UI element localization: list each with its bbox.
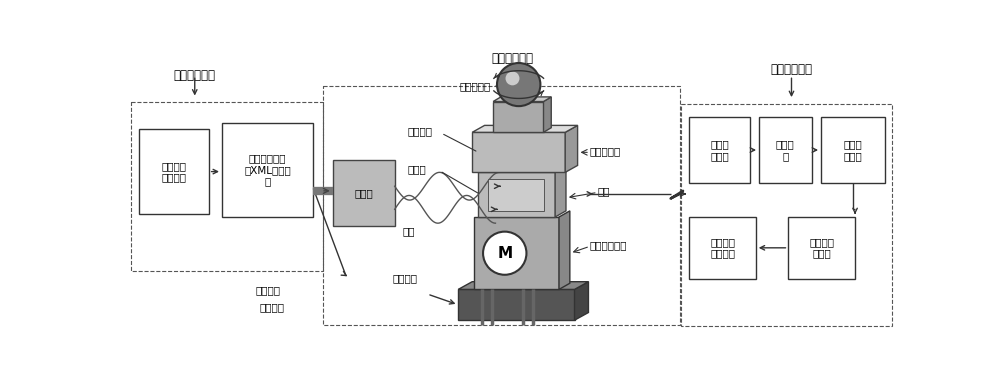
Text: 驱动器: 驱动器 bbox=[354, 188, 373, 198]
Text: 可扩展标记语
言XML处理模
块: 可扩展标记语 言XML处理模 块 bbox=[244, 154, 291, 187]
Bar bbox=[493, 101, 544, 132]
Text: 基带信号
选取模块: 基带信号 选取模块 bbox=[710, 237, 735, 258]
Polygon shape bbox=[472, 126, 578, 132]
Bar bbox=[488, 179, 544, 211]
Circle shape bbox=[506, 71, 519, 85]
Bar bbox=[478, 172, 555, 217]
Text: 导线: 导线 bbox=[402, 226, 415, 236]
Text: 高速伺服电机: 高速伺服电机 bbox=[590, 240, 628, 250]
Polygon shape bbox=[565, 126, 578, 172]
Text: 网络线缆: 网络线缆 bbox=[260, 302, 285, 312]
Text: M: M bbox=[497, 246, 512, 261]
Text: 信号接收单元: 信号接收单元 bbox=[770, 63, 812, 76]
Polygon shape bbox=[544, 97, 551, 132]
Polygon shape bbox=[574, 282, 588, 320]
Bar bbox=[689, 117, 750, 183]
Polygon shape bbox=[493, 97, 551, 101]
Text: 滤波模
块: 滤波模 块 bbox=[776, 139, 795, 161]
Bar bbox=[689, 217, 756, 279]
Bar bbox=[788, 217, 855, 279]
Bar bbox=[323, 86, 680, 325]
Bar bbox=[474, 217, 559, 290]
Text: 信号采
集模块: 信号采 集模块 bbox=[710, 139, 729, 161]
Polygon shape bbox=[559, 211, 570, 290]
Bar bbox=[333, 160, 395, 226]
Bar bbox=[131, 101, 323, 271]
Polygon shape bbox=[478, 166, 566, 172]
Text: 球形永磁体: 球形永磁体 bbox=[460, 81, 491, 91]
Text: 螺栓: 螺栓 bbox=[598, 186, 610, 196]
Text: 巴克码识
别模块: 巴克码识 别模块 bbox=[809, 237, 834, 258]
Text: 网络线缆: 网络线缆 bbox=[256, 285, 281, 295]
Polygon shape bbox=[458, 282, 588, 290]
Bar bbox=[759, 117, 812, 183]
Bar bbox=[821, 117, 885, 183]
Text: 天线底座: 天线底座 bbox=[392, 274, 417, 284]
Bar bbox=[458, 290, 574, 320]
Bar bbox=[681, 104, 892, 326]
Text: 抽样判
决模块: 抽样判 决模块 bbox=[843, 139, 862, 161]
Circle shape bbox=[497, 63, 540, 106]
Bar bbox=[139, 129, 209, 214]
Circle shape bbox=[483, 232, 526, 275]
Text: 联轴器: 联轴器 bbox=[408, 164, 427, 174]
Text: 信号调制单元: 信号调制单元 bbox=[174, 69, 216, 82]
Text: 基带信号
处理模块: 基带信号 处理模块 bbox=[161, 161, 186, 182]
Bar bbox=[222, 123, 313, 217]
Text: 固定平台: 固定平台 bbox=[408, 126, 433, 136]
Text: 圆柱固定套: 圆柱固定套 bbox=[590, 146, 621, 156]
Text: 信号发射单元: 信号发射单元 bbox=[492, 52, 534, 65]
Bar bbox=[472, 132, 565, 172]
Polygon shape bbox=[555, 166, 566, 217]
